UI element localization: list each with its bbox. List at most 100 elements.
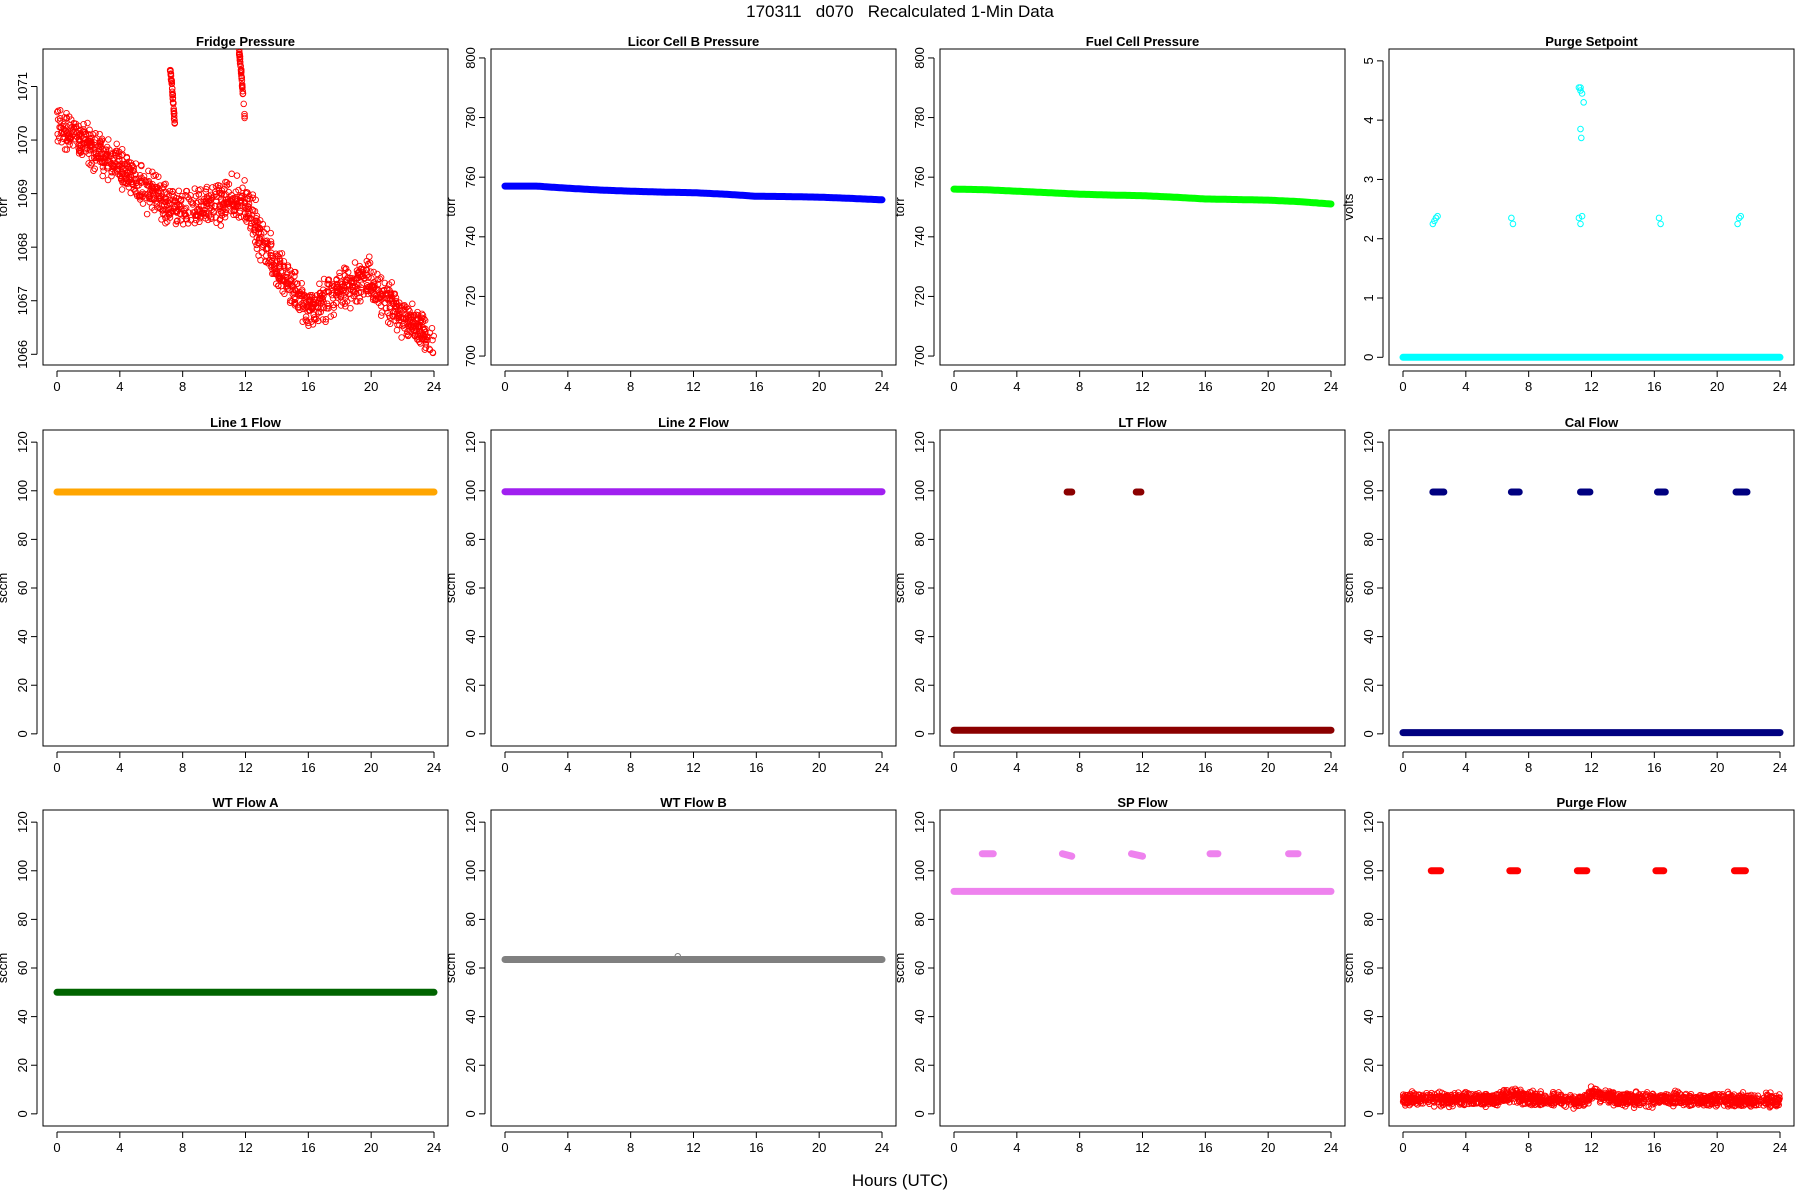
data-point: [234, 202, 242, 210]
y-tick-label: 1067: [15, 286, 30, 315]
data-point: [308, 292, 316, 299]
data-point: [371, 290, 378, 298]
x-tick-label: 16: [1647, 760, 1661, 775]
data-point: [121, 161, 128, 168]
data-point: [339, 299, 346, 306]
data-point: [1656, 1096, 1663, 1103]
data-point: [95, 152, 102, 160]
data-point: [381, 279, 389, 287]
data-point: [233, 172, 241, 179]
data-point: [370, 268, 377, 276]
data-point: [386, 320, 394, 328]
x-tick-label: 12: [238, 760, 252, 775]
data-point: [95, 150, 102, 158]
x-tick-label: 20: [1710, 1140, 1724, 1155]
x-tick-label: 24: [1324, 379, 1338, 394]
data-point: [333, 287, 341, 295]
data-point: [75, 122, 82, 130]
data-point: [1598, 1095, 1606, 1102]
data-point: [352, 275, 360, 282]
data-point: [398, 334, 405, 341]
data-point: [1641, 1092, 1649, 1100]
data-point: [116, 157, 123, 165]
x-tick-label: 12: [1584, 1140, 1598, 1155]
x-tick-label: 16: [749, 760, 763, 775]
data-point: [236, 55, 244, 63]
x-tick-label: 24: [427, 379, 441, 394]
data-point: [305, 322, 312, 329]
data-point: [391, 290, 399, 298]
data-point: [68, 123, 76, 131]
x-tick-label: 12: [686, 760, 700, 775]
y-tick-label: 60: [463, 581, 478, 595]
data-point: [161, 206, 169, 213]
data-point: [336, 269, 343, 277]
x-tick-label: 0: [1399, 760, 1406, 775]
data-point: [153, 183, 161, 191]
plot-frame: [1388, 809, 1795, 1127]
data-series-band: [501, 182, 886, 204]
data-point: [325, 276, 333, 283]
data-point: [1610, 1095, 1618, 1103]
data-point: [158, 216, 165, 223]
data-point: [376, 275, 383, 283]
x-tick-label: 8: [1076, 1140, 1083, 1155]
data-point: [1750, 1099, 1757, 1106]
y-tick-label: 120: [1361, 431, 1376, 453]
data-point: [333, 276, 340, 284]
data-point: [82, 145, 89, 152]
data-point: [237, 66, 245, 74]
x-tick-label: 24: [1324, 1140, 1338, 1155]
data-series-band: [950, 185, 1335, 208]
data-point: [1417, 1094, 1424, 1101]
data-point: [1538, 1101, 1546, 1108]
data-point: [1738, 1102, 1745, 1109]
data-point: [280, 258, 288, 265]
data-point: [315, 299, 322, 307]
data-point: [182, 192, 189, 199]
x-tick-label: 8: [1525, 1140, 1532, 1155]
data-point: [1577, 84, 1584, 91]
y-tick-label: 4: [1361, 117, 1376, 124]
data-point: [377, 312, 385, 319]
data-point: [54, 130, 61, 138]
x-axis-title: Hours (UTC): [851, 1171, 949, 1190]
data-point: [368, 275, 375, 282]
data-point: [1625, 1097, 1632, 1104]
data-point: [298, 280, 305, 287]
data-point: [325, 305, 332, 312]
y-tick-label: 1066: [15, 340, 30, 369]
data-point: [237, 70, 245, 77]
data-point: [1753, 1095, 1761, 1102]
data-point: [168, 77, 175, 85]
x-tick-label: 0: [53, 1140, 60, 1155]
data-point: [284, 280, 291, 287]
data-point: [185, 209, 193, 216]
data-point: [139, 193, 146, 200]
subplot-purge-flow: Purge Flow sccm 0 4 8 12 16 20 24 0 20 40 60 80 100 120: [1341, 795, 1795, 1155]
x-tick-label: 16: [301, 379, 315, 394]
data-point: [344, 269, 352, 276]
data-point: [278, 250, 286, 257]
y-tick-label: 3: [1361, 176, 1376, 183]
data-point: [170, 105, 177, 113]
data-point: [396, 321, 403, 329]
data-point: [312, 315, 320, 323]
data-point: [1738, 1093, 1746, 1101]
data-point: [1656, 1099, 1663, 1106]
data-point: [238, 74, 246, 81]
y-tick-label: 40: [463, 629, 478, 643]
x-tick-label: 8: [627, 1140, 634, 1155]
y-tick-label: 0: [1361, 354, 1376, 361]
y-axis-label: torr: [892, 197, 907, 217]
data-point: [153, 200, 160, 207]
data-point: [1554, 1098, 1562, 1106]
data-point: [111, 169, 119, 176]
y-tick-label: 1071: [15, 72, 30, 101]
plot-frame: [939, 809, 1346, 1127]
y-tick-label: 40: [912, 629, 927, 643]
data-point: [353, 298, 361, 305]
data-point: [236, 209, 243, 217]
y-tick-label: 60: [1361, 961, 1376, 975]
